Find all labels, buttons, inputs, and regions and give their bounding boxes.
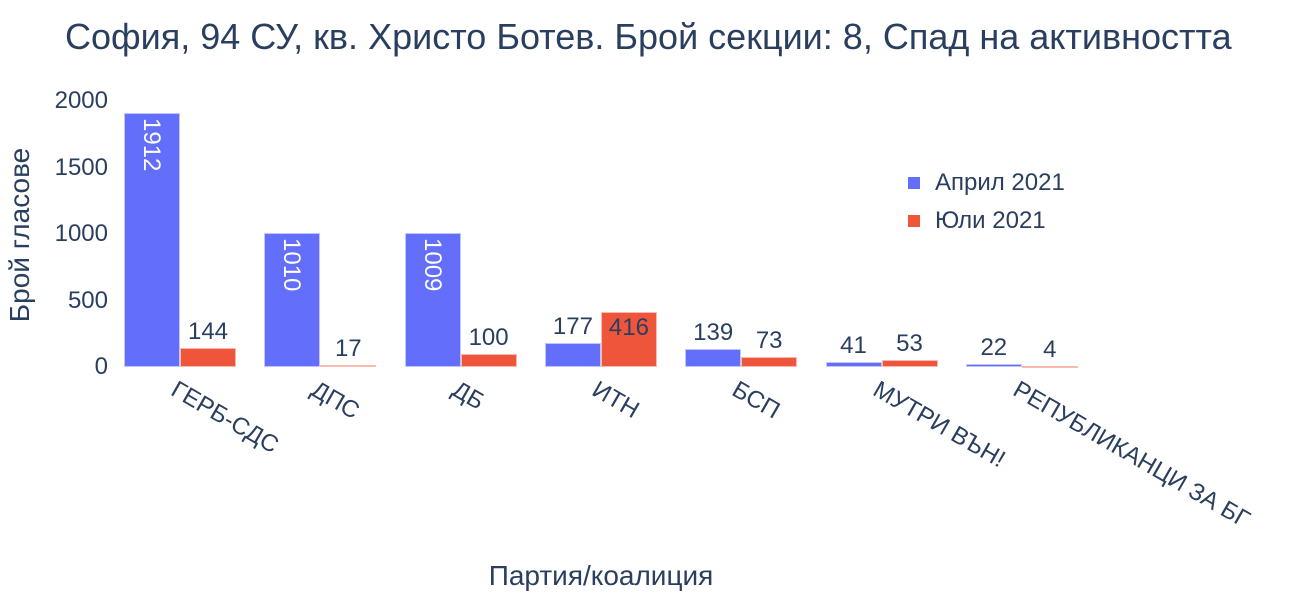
chart-title: София, 94 СУ, кв. Христо Ботев. Брой сек… xyxy=(65,16,1232,57)
legend-label: Юли 2021 xyxy=(935,207,1046,234)
legend: Април 2021 Юли 2021 xyxy=(908,164,1065,240)
bar-april[interactable] xyxy=(264,232,321,367)
y-tick-label: 1000 xyxy=(54,220,108,247)
bar-value-label: 1009 xyxy=(418,237,446,292)
x-tick-label: ДПС xyxy=(306,376,365,425)
legend-item-july-2021[interactable]: Юли 2021 xyxy=(908,202,1065,240)
y-tick-label: 0 xyxy=(94,353,108,380)
x-tick-label: БСП xyxy=(727,376,785,425)
bar-july[interactable] xyxy=(460,353,517,367)
bar-value-label: 144 xyxy=(187,317,229,345)
bar-value-label: 177 xyxy=(552,313,593,341)
y-axis-label: Брой гласове xyxy=(4,147,35,323)
bar-july[interactable] xyxy=(320,364,377,367)
bar-april[interactable] xyxy=(404,232,461,367)
bar-april[interactable] xyxy=(544,343,601,367)
bar-value-label: 416 xyxy=(608,313,649,341)
legend-swatch-icon xyxy=(908,215,920,227)
legend-swatch-icon xyxy=(908,177,920,189)
bar-july[interactable] xyxy=(881,359,938,367)
bar-april[interactable] xyxy=(825,361,882,367)
bar-july[interactable] xyxy=(600,311,657,367)
bar-value-label: 73 xyxy=(755,327,783,355)
bar-value-label: 17 xyxy=(334,334,362,362)
x-tick-label: ГЕРБ-СДС xyxy=(166,376,284,459)
bar-value-label: 139 xyxy=(693,318,734,346)
bar-july[interactable] xyxy=(180,347,236,367)
x-tick-label: МУТРИ ВЪН! xyxy=(868,376,1010,474)
bar-april[interactable] xyxy=(965,364,1022,367)
bar-april[interactable] xyxy=(685,348,742,367)
x-tick-label: РЕПУБЛИКАНЦИ ЗА БГ xyxy=(1008,376,1255,534)
x-tick-label: ИТН xyxy=(587,376,644,425)
bar-value-label: 22 xyxy=(980,334,1008,362)
legend-item-april-2021[interactable]: Април 2021 xyxy=(908,164,1065,202)
bar-value-label: 41 xyxy=(840,331,867,359)
bar-value-label: 1010 xyxy=(278,237,306,292)
y-tick-label: 1500 xyxy=(54,153,108,181)
bar-value-label: 100 xyxy=(468,323,509,351)
y-tick-label: 2000 xyxy=(54,87,108,114)
legend-label: Април 2021 xyxy=(935,169,1065,196)
bar-july[interactable] xyxy=(741,357,798,367)
bar-value-label: 53 xyxy=(896,329,923,357)
bar-value-label: 1912 xyxy=(138,117,165,172)
bar-april[interactable] xyxy=(124,112,180,367)
bar-july[interactable] xyxy=(1021,366,1078,368)
x-axis-label: Партия/коалиция xyxy=(488,560,714,591)
y-tick-label: 500 xyxy=(67,286,108,314)
x-tick-label: ДБ xyxy=(447,376,489,416)
bar-value-label: 4 xyxy=(1043,336,1057,363)
